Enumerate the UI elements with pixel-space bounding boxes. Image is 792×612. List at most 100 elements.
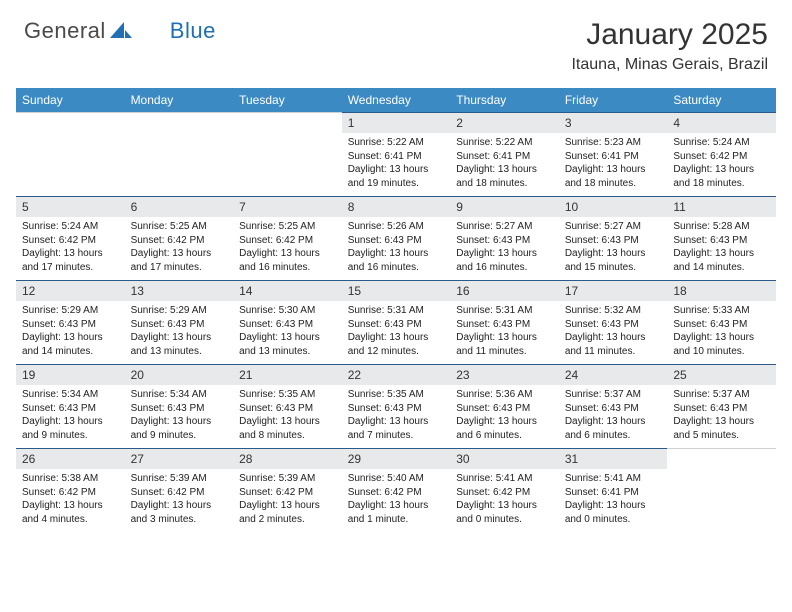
day-detail-cell: Sunrise: 5:41 AMSunset: 6:41 PMDaylight:… [559,469,668,532]
daylight-text: Daylight: 13 hours [565,247,662,261]
sunset-text: Sunset: 6:43 PM [239,318,336,332]
weekday-header: Friday [559,88,668,113]
daylight-text: and 13 minutes. [131,345,228,359]
sunset-text: Sunset: 6:42 PM [22,486,119,500]
sunrise-text: Sunrise: 5:41 AM [456,472,553,486]
daylight-text: and 11 minutes. [565,345,662,359]
day-number-row: 262728293031 [16,449,776,470]
sunrise-text: Sunrise: 5:40 AM [348,472,445,486]
sunset-text: Sunset: 6:43 PM [565,402,662,416]
daylight-text: Daylight: 13 hours [131,331,228,345]
sunrise-text: Sunrise: 5:31 AM [456,304,553,318]
daylight-text: Daylight: 13 hours [348,415,445,429]
sunset-text: Sunset: 6:42 PM [22,234,119,248]
daylight-text: Daylight: 13 hours [673,415,770,429]
sunrise-text: Sunrise: 5:34 AM [22,388,119,402]
day-detail-cell: Sunrise: 5:24 AMSunset: 6:42 PMDaylight:… [667,133,776,197]
location-text: Itauna, Minas Gerais, Brazil [571,56,768,74]
day-detail-cell: Sunrise: 5:31 AMSunset: 6:43 PMDaylight:… [342,301,451,365]
day-detail-cell: Sunrise: 5:35 AMSunset: 6:43 PMDaylight:… [342,385,451,449]
sunrise-text: Sunrise: 5:22 AM [348,136,445,150]
daylight-text: and 14 minutes. [22,345,119,359]
sunset-text: Sunset: 6:43 PM [456,318,553,332]
daylight-text: Daylight: 13 hours [239,331,336,345]
sunrise-text: Sunrise: 5:25 AM [131,220,228,234]
sunset-text: Sunset: 6:41 PM [456,150,553,164]
daylight-text: Daylight: 13 hours [348,163,445,177]
day-detail-cell: Sunrise: 5:32 AMSunset: 6:43 PMDaylight:… [559,301,668,365]
sail-icon [110,22,132,40]
day-detail-cell: Sunrise: 5:34 AMSunset: 6:43 PMDaylight:… [16,385,125,449]
day-number-cell: 16 [450,281,559,302]
sunrise-text: Sunrise: 5:22 AM [456,136,553,150]
daylight-text: and 0 minutes. [565,513,662,527]
day-number-cell [667,449,776,470]
day-number-cell: 23 [450,365,559,386]
day-number-cell: 19 [16,365,125,386]
daylight-text: Daylight: 13 hours [673,163,770,177]
weekday-header: Tuesday [233,88,342,113]
day-number-cell: 10 [559,197,668,218]
daylight-text: Daylight: 13 hours [239,247,336,261]
sunset-text: Sunset: 6:43 PM [239,402,336,416]
sunrise-text: Sunrise: 5:25 AM [239,220,336,234]
sunrise-text: Sunrise: 5:37 AM [565,388,662,402]
sunset-text: Sunset: 6:41 PM [348,150,445,164]
daylight-text: and 6 minutes. [565,429,662,443]
daylight-text: and 11 minutes. [456,345,553,359]
sunrise-text: Sunrise: 5:32 AM [565,304,662,318]
sunrise-text: Sunrise: 5:35 AM [239,388,336,402]
daylight-text: Daylight: 13 hours [456,163,553,177]
daylight-text: and 9 minutes. [22,429,119,443]
sunset-text: Sunset: 6:42 PM [239,234,336,248]
day-detail-cell: Sunrise: 5:33 AMSunset: 6:43 PMDaylight:… [667,301,776,365]
brand-logo: General Blue [24,18,216,44]
day-detail-cell: Sunrise: 5:26 AMSunset: 6:43 PMDaylight:… [342,217,451,281]
sunrise-text: Sunrise: 5:39 AM [131,472,228,486]
title-block: January 2025 Itauna, Minas Gerais, Brazi… [571,18,768,74]
daylight-text: and 19 minutes. [348,177,445,191]
day-number-cell: 3 [559,113,668,134]
day-number-cell: 15 [342,281,451,302]
daylight-text: and 10 minutes. [673,345,770,359]
day-detail-cell: Sunrise: 5:40 AMSunset: 6:42 PMDaylight:… [342,469,451,532]
day-detail-cell [16,133,125,197]
day-detail-cell: Sunrise: 5:37 AMSunset: 6:43 PMDaylight:… [667,385,776,449]
daylight-text: and 8 minutes. [239,429,336,443]
daylight-text: Daylight: 13 hours [565,331,662,345]
day-number-cell [233,113,342,134]
day-detail-row: Sunrise: 5:38 AMSunset: 6:42 PMDaylight:… [16,469,776,532]
daylight-text: and 15 minutes. [565,261,662,275]
sunset-text: Sunset: 6:42 PM [673,150,770,164]
day-number-cell: 27 [125,449,234,470]
sunset-text: Sunset: 6:42 PM [131,486,228,500]
daylight-text: Daylight: 13 hours [239,415,336,429]
day-detail-cell: Sunrise: 5:36 AMSunset: 6:43 PMDaylight:… [450,385,559,449]
day-number-cell: 18 [667,281,776,302]
day-detail-cell: Sunrise: 5:23 AMSunset: 6:41 PMDaylight:… [559,133,668,197]
daylight-text: Daylight: 13 hours [565,163,662,177]
sunset-text: Sunset: 6:43 PM [22,402,119,416]
day-detail-row: Sunrise: 5:29 AMSunset: 6:43 PMDaylight:… [16,301,776,365]
daylight-text: Daylight: 13 hours [456,499,553,513]
daylight-text: Daylight: 13 hours [131,499,228,513]
daylight-text: and 16 minutes. [239,261,336,275]
day-detail-cell: Sunrise: 5:27 AMSunset: 6:43 PMDaylight:… [450,217,559,281]
daylight-text: Daylight: 13 hours [456,331,553,345]
sunrise-text: Sunrise: 5:24 AM [673,136,770,150]
daylight-text: and 16 minutes. [348,261,445,275]
daylight-text: Daylight: 13 hours [673,247,770,261]
daylight-text: Daylight: 13 hours [22,247,119,261]
daylight-text: and 7 minutes. [348,429,445,443]
day-number-cell: 21 [233,365,342,386]
day-detail-cell: Sunrise: 5:27 AMSunset: 6:43 PMDaylight:… [559,217,668,281]
weekday-header-row: SundayMondayTuesdayWednesdayThursdayFrid… [16,88,776,113]
day-number-cell: 31 [559,449,668,470]
day-number-cell: 22 [342,365,451,386]
day-detail-cell: Sunrise: 5:25 AMSunset: 6:42 PMDaylight:… [125,217,234,281]
daylight-text: and 17 minutes. [131,261,228,275]
day-number-cell: 24 [559,365,668,386]
weekday-header: Saturday [667,88,776,113]
sunrise-text: Sunrise: 5:30 AM [239,304,336,318]
daylight-text: and 6 minutes. [456,429,553,443]
